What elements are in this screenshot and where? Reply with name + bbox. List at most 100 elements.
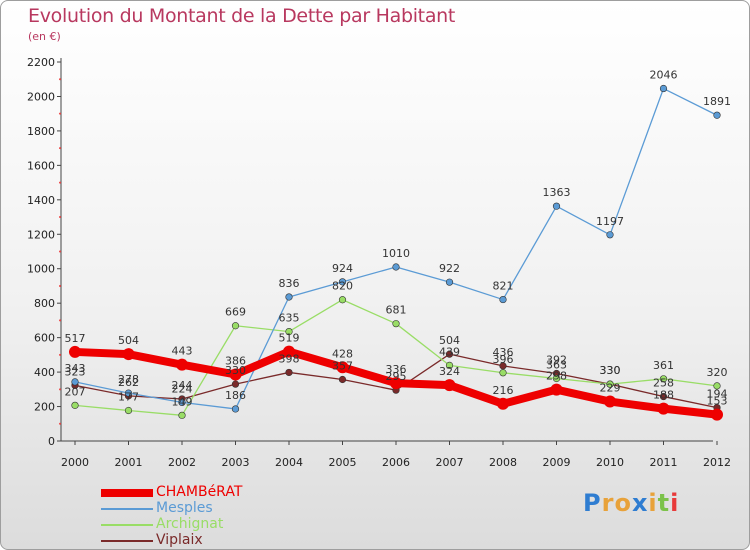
data-label-archignat: 635: [279, 312, 300, 325]
data-point-chamb-rat: [336, 361, 349, 374]
data-label-mesples: 821: [493, 280, 514, 293]
data-point-chamb-rat: [390, 377, 402, 390]
data-label-chamb-rat: 517: [65, 332, 86, 345]
axes: 0 200 400 600 800 1000 1200 1400 1600 1800 2000 220…: [27, 56, 731, 469]
data-point-archignat: [338, 296, 347, 304]
x-tick-label: 2010: [596, 456, 624, 469]
data-label-mesples: 224: [172, 382, 193, 395]
data-label-viplaix: 323: [65, 365, 86, 378]
data-label-chamb-rat: 443: [172, 345, 193, 358]
data-label-archignat: 207: [65, 385, 86, 398]
data-point-archignat: [499, 369, 507, 377]
data-label-viplaix: 194: [707, 388, 728, 401]
data-point-archignat: [659, 375, 668, 383]
proxiti-logo: Proxiti: [583, 489, 679, 517]
logo-letter: x: [631, 489, 649, 517]
legend-swatch: [101, 508, 153, 510]
data-point-chamb-rat: [283, 345, 295, 358]
y-minor-dot: [59, 284, 61, 287]
data-point-chamb-rat: [550, 383, 563, 396]
data-point-mesples: [713, 111, 721, 119]
data-point-archignat: [606, 380, 614, 388]
data-label-mesples: 1891: [703, 95, 731, 108]
data-label-viplaix: 392: [546, 353, 567, 366]
data-label-mesples: 924: [332, 262, 353, 275]
y-tick-label: 0: [48, 435, 55, 448]
data-point-mesples: [552, 202, 561, 210]
data-point-chamb-rat: [443, 379, 456, 392]
y-tick-label: 1000: [27, 263, 55, 276]
data-label-viplaix: 330: [225, 364, 246, 377]
legend-swatch: [101, 489, 153, 497]
data-label-archignat: 820: [332, 280, 353, 293]
data-label-archignat: 149: [172, 395, 193, 408]
data-label-mesples: 836: [279, 277, 300, 290]
data-label-chamb-rat: 336: [386, 363, 407, 376]
data-label-archignat: 669: [225, 306, 246, 319]
data-label-viplaix: 398: [279, 352, 300, 365]
data-point-chamb-rat: [176, 358, 188, 371]
data-label-mesples: 1363: [543, 186, 571, 199]
data-label-mesples: 186: [225, 389, 246, 402]
y-minor-dot: [59, 250, 61, 253]
data-point-chamb-rat: [604, 395, 616, 408]
data-label-viplaix: 504: [439, 334, 460, 347]
data-label-viplaix: 295: [386, 370, 407, 383]
x-tick-label: 2002: [168, 456, 196, 469]
data-point-archignat: [231, 322, 240, 330]
data-label-viplaix: 357: [332, 359, 353, 372]
y-minor-dot: [59, 388, 61, 391]
data-label-mesples: 1197: [596, 215, 624, 228]
y-minor-dot: [59, 353, 61, 356]
data-point-viplaix: [285, 368, 293, 377]
data-label-mesples: 922: [439, 262, 460, 275]
data-label-chamb-rat: 519: [279, 332, 300, 345]
legend-label: Mesples: [156, 500, 213, 516]
data-label-archignat: 396: [493, 353, 514, 366]
data-point-archignat: [552, 374, 561, 383]
chart-title: Evolution du Montant de la Dette par Hab…: [28, 5, 456, 27]
data-label-chamb-rat: 153: [707, 395, 728, 408]
data-label-mesples: 278: [118, 373, 139, 386]
data-label-archignat: 439: [439, 345, 460, 358]
x-tick-label: 2004: [275, 456, 303, 469]
legend-label: Archignat: [156, 516, 224, 532]
data-point-mesples: [606, 231, 614, 239]
data-point-chamb-rat: [497, 397, 509, 410]
data-label-viplaix: 262: [118, 376, 139, 389]
y-tick-label: 1800: [27, 125, 55, 138]
y-tick-label: 1600: [27, 159, 55, 172]
data-point-archignat: [285, 328, 293, 336]
chart-subtitle: (en €): [28, 30, 61, 43]
data-point-archignat: [713, 382, 721, 390]
data-point-mesples: [499, 295, 507, 304]
x-tick-label: 2006: [382, 456, 410, 469]
x-tick-label: 2009: [543, 456, 571, 469]
y-tick-label: 2000: [27, 90, 55, 103]
y-tick-label: 200: [34, 401, 55, 414]
logo-letter: t: [657, 489, 671, 517]
x-tick-label: 2000: [61, 456, 89, 469]
y-minor-dot: [59, 147, 61, 150]
x-tick-label: 2005: [329, 456, 357, 469]
data-point-chamb-rat: [657, 402, 670, 415]
data-label-archignat: 361: [653, 359, 674, 372]
data-point-viplaix: [231, 380, 240, 388]
data-label-chamb-rat: 216: [493, 384, 514, 397]
y-tick-label: 400: [34, 366, 55, 379]
y-minor-dot: [59, 181, 61, 184]
data-label-viplaix: 330: [600, 364, 621, 377]
data-point-viplaix: [445, 350, 454, 358]
data-label-chamb-rat: 229: [600, 382, 621, 395]
data-point-archignat: [71, 401, 79, 409]
data-label-chamb-rat: 324: [439, 365, 460, 378]
x-tick-label: 2001: [115, 456, 143, 469]
y-minor-dot: [59, 216, 61, 219]
legend-swatch: [101, 540, 153, 542]
data-label-chamb-rat: 188: [653, 389, 674, 402]
data-point-archignat: [392, 320, 400, 328]
data-label-archignat: 681: [386, 304, 407, 317]
x-tick-label: 2007: [436, 456, 464, 469]
